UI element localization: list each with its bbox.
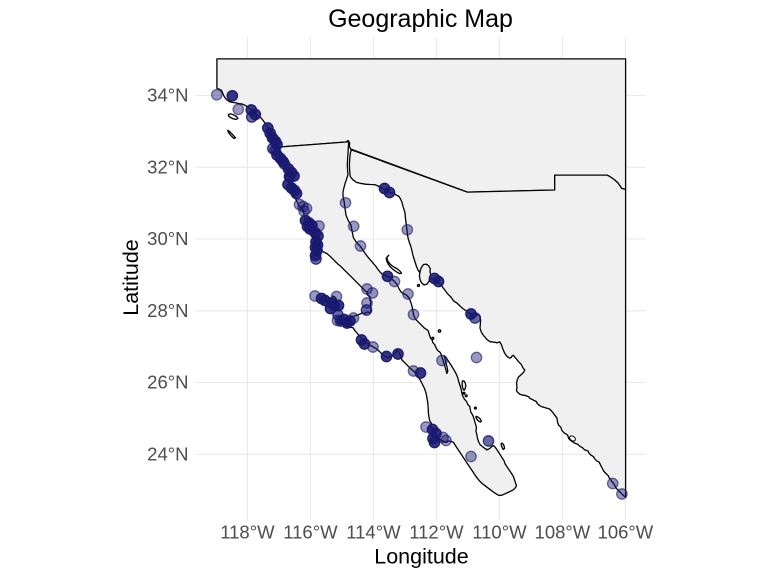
svg-text:24°N: 24°N	[147, 444, 188, 465]
svg-text:Latitude: Latitude	[119, 239, 143, 316]
svg-text:108°W: 108°W	[535, 522, 591, 543]
svg-text:110°W: 110°W	[472, 522, 527, 543]
svg-text:30°N: 30°N	[147, 228, 188, 249]
svg-text:28°N: 28°N	[147, 300, 188, 321]
svg-text:114°W: 114°W	[346, 522, 401, 543]
svg-text:118°W: 118°W	[220, 522, 275, 543]
svg-text:116°W: 116°W	[283, 522, 338, 543]
svg-text:112°W: 112°W	[409, 522, 464, 543]
svg-text:32°N: 32°N	[147, 157, 188, 178]
svg-text:Geographic Map: Geographic Map	[328, 5, 513, 33]
svg-text:106°W: 106°W	[598, 522, 654, 543]
svg-text:34°N: 34°N	[147, 85, 188, 106]
svg-text:Longitude: Longitude	[374, 545, 468, 569]
svg-text:26°N: 26°N	[147, 372, 188, 393]
